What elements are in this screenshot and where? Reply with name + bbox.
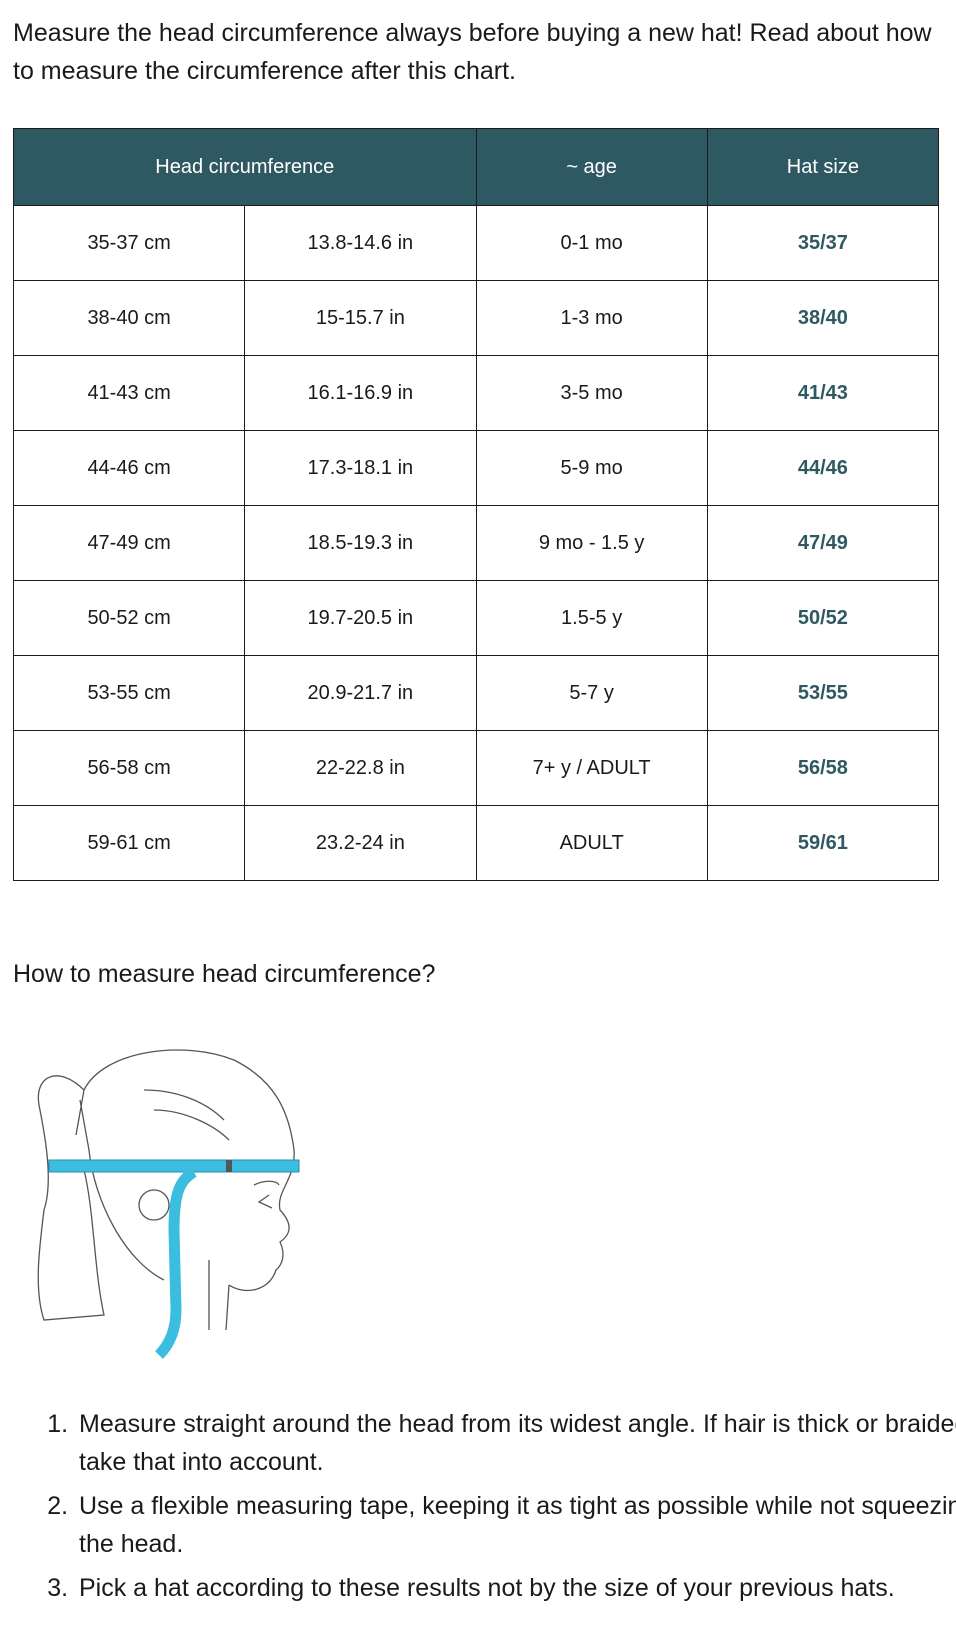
- cell-age: ADULT: [475, 805, 708, 881]
- cell-cm: 53-55 cm: [12, 655, 246, 731]
- header-hat-size: Hat size: [706, 128, 940, 206]
- cell-in: 20.9-21.7 in: [244, 655, 477, 731]
- cell-age: 3-5 mo: [475, 355, 708, 431]
- cell-cm: 50-52 cm: [12, 580, 246, 656]
- howto-steps: Measure straight around the head from it…: [30, 1405, 956, 1613]
- cell-hat-size: 47/49: [706, 505, 940, 581]
- header-age: ~ age: [475, 128, 708, 206]
- cell-cm: 44-46 cm: [12, 430, 246, 506]
- cell-age: 1.5-5 y: [475, 580, 708, 656]
- step-item: Pick a hat according to these results no…: [75, 1569, 956, 1607]
- step-item: Measure straight around the head from it…: [75, 1405, 956, 1481]
- cell-age: 5-7 y: [475, 655, 708, 731]
- cell-in: 23.2-24 in: [244, 805, 477, 881]
- table-row: 50-52 cm 19.7-20.5 in 1.5-5 y 50/52: [12, 580, 940, 656]
- howto-title: How to measure head circumference?: [13, 960, 436, 988]
- cell-in: 17.3-18.1 in: [244, 430, 477, 506]
- cell-cm: 35-37 cm: [12, 205, 246, 281]
- cell-hat-size: 38/40: [706, 280, 940, 356]
- table-row: 59-61 cm 23.2-24 in ADULT 59/61: [12, 805, 940, 881]
- cell-in: 15-15.7 in: [244, 280, 477, 356]
- cell-in: 16.1-16.9 in: [244, 355, 477, 431]
- cell-hat-size: 41/43: [706, 355, 940, 431]
- head-measuring-illustration: [37, 1049, 300, 1359]
- cell-cm: 56-58 cm: [12, 730, 246, 806]
- table-row: 44-46 cm 17.3-18.1 in 5-9 mo 44/46: [12, 430, 940, 506]
- cell-age: 0-1 mo: [475, 205, 708, 281]
- step-item: Use a flexible measuring tape, keeping i…: [75, 1487, 956, 1563]
- cell-age: 7+ y / ADULT: [475, 730, 708, 806]
- cell-cm: 41-43 cm: [12, 355, 246, 431]
- cell-age: 1-3 mo: [475, 280, 708, 356]
- header-head-circumference: Head circumference: [13, 128, 477, 206]
- size-chart-table: Head circumference ~ age Hat size 35-37 …: [12, 128, 940, 881]
- table-row: 53-55 cm 20.9-21.7 in 5-7 y 53/55: [12, 655, 940, 731]
- table-row: 56-58 cm 22-22.8 in 7+ y / ADULT 56/58: [12, 730, 940, 806]
- cell-hat-size: 59/61: [706, 805, 940, 881]
- table-header-row: Head circumference ~ age Hat size: [13, 128, 940, 206]
- table-row: 35-37 cm 13.8-14.6 in 0-1 mo 35/37: [12, 205, 940, 281]
- cell-hat-size: 35/37: [706, 205, 940, 281]
- cell-in: 13.8-14.6 in: [244, 205, 477, 281]
- cell-age: 5-9 mo: [475, 430, 708, 506]
- cell-hat-size: 50/52: [706, 580, 940, 656]
- cell-age: 9 mo - 1.5 y: [475, 505, 708, 581]
- cell-hat-size: 53/55: [706, 655, 940, 731]
- cell-hat-size: 44/46: [706, 430, 940, 506]
- cell-cm: 59-61 cm: [12, 805, 246, 881]
- table-row: 41-43 cm 16.1-16.9 in 3-5 mo 41/43: [12, 355, 940, 431]
- cell-in: 22-22.8 in: [244, 730, 477, 806]
- table-row: 38-40 cm 15-15.7 in 1-3 mo 38/40: [12, 280, 940, 356]
- table-row: 47-49 cm 18.5-19.3 in 9 mo - 1.5 y 47/49: [12, 505, 940, 581]
- cell-cm: 38-40 cm: [12, 280, 246, 356]
- cell-hat-size: 56/58: [706, 730, 940, 806]
- cell-in: 18.5-19.3 in: [244, 505, 477, 581]
- cell-in: 19.7-20.5 in: [244, 580, 477, 656]
- cell-cm: 47-49 cm: [12, 505, 246, 581]
- intro-text: Measure the head circumference always be…: [13, 19, 932, 85]
